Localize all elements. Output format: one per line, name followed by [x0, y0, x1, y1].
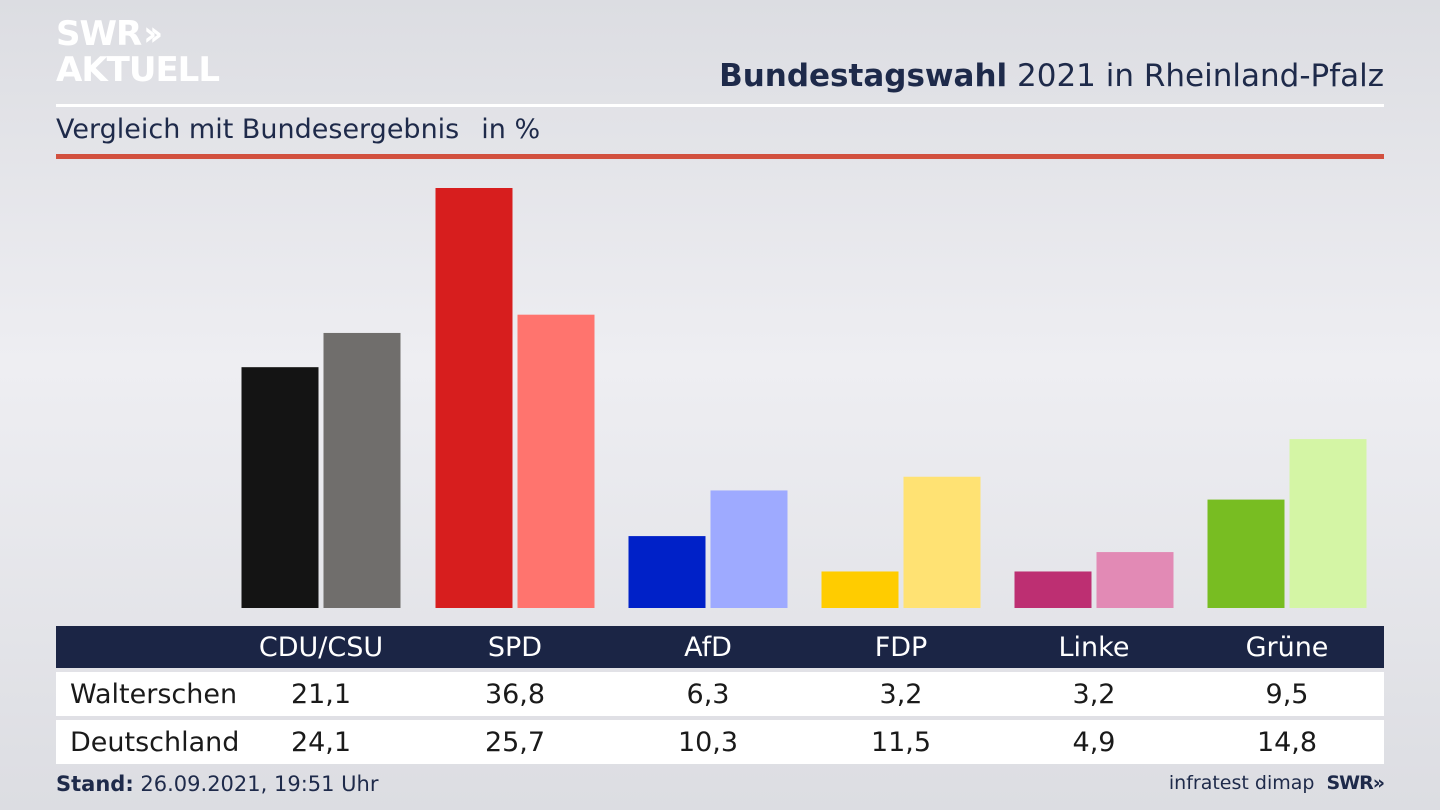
table-cell: 4,9 — [1072, 726, 1116, 758]
swr-footer-text: SWR — [1326, 772, 1373, 794]
timestamp: Stand: 26.09.2021, 19:51 Uhr — [56, 772, 379, 796]
subtitle-text: Vergleich mit Bundesergebnis — [56, 114, 460, 145]
bar-grüne-walterschen — [1207, 499, 1285, 608]
table-cell: 36,8 — [484, 678, 546, 710]
title-rest: 2021 in Rheinland-Pfalz — [1007, 58, 1384, 94]
table-cell: 21,1 — [290, 678, 352, 710]
table-cell: 10,3 — [677, 726, 739, 758]
bar-linke-deutschland — [1096, 552, 1174, 608]
column-header: AfD — [684, 631, 732, 663]
table-cell: 3,2 — [1072, 678, 1116, 710]
bar-afd-walterschen — [628, 536, 706, 608]
table-cell: 14,8 — [1256, 726, 1318, 758]
table-cell: 9,5 — [1265, 678, 1309, 710]
swr-aktuell-logo: SWR›› AKTUELL — [56, 14, 220, 90]
bar-spd-walterschen — [435, 188, 513, 608]
column-header: Grüne — [1245, 631, 1329, 663]
column-header: FDP — [874, 631, 928, 663]
results-table: CDU/CSU SPD AfD FDP Linke Grüne Walterschen 2… — [56, 626, 1384, 764]
row-label: Walterschen — [70, 678, 238, 710]
logo-swr-text: SWR — [56, 14, 142, 54]
column-header: SPD — [487, 631, 543, 663]
title-divider — [56, 104, 1384, 107]
bar-grüne-deutschland — [1289, 439, 1367, 608]
bar-spd-deutschland — [517, 314, 595, 608]
swr-footer-logo: SWR» — [1326, 772, 1385, 794]
bar-fdp-deutschland — [903, 476, 981, 608]
logo-aktuell-text: AKTUELL — [56, 50, 220, 90]
bar-cdu-csu-walterschen — [241, 367, 319, 608]
bar-linke-walterschen — [1014, 571, 1092, 608]
bar-afd-deutschland — [710, 490, 788, 608]
source-credit: infratest dimap SWR» — [1168, 772, 1385, 794]
table-cell: 24,1 — [290, 726, 352, 758]
table-cell: 25,7 — [484, 726, 546, 758]
table-cell: 3,2 — [879, 678, 923, 710]
stand-label: Stand: — [56, 772, 134, 796]
table-cell: 11,5 — [870, 726, 932, 758]
stand-value: 26.09.2021, 19:51 Uhr — [133, 772, 379, 796]
source-text: infratest dimap — [1168, 772, 1315, 794]
column-header: Linke — [1058, 631, 1130, 663]
bar-fdp-walterschen — [821, 571, 899, 608]
bar-cdu-csu-deutschland — [323, 332, 401, 608]
bar-chart — [241, 188, 1367, 608]
subtitle-divider — [56, 154, 1384, 159]
table-header-row: CDU/CSU SPD AfD FDP Linke Grüne — [56, 626, 1384, 668]
unit-label: in % — [481, 114, 541, 145]
table-row: Deutschland 24,1 25,7 10,3 11,5 4,9 14,8 — [56, 720, 1384, 764]
table-cell: 6,3 — [686, 678, 730, 710]
column-header: CDU/CSU — [258, 631, 384, 663]
title-bold: Bundestagswahl — [719, 58, 1008, 94]
subtitle: Vergleich mit Bundesergebnis in % — [56, 114, 540, 145]
row-label: Deutschland — [70, 726, 240, 758]
table-row: Walterschen 21,1 36,8 6,3 3,2 3,2 9,5 — [56, 672, 1384, 716]
page-title: Bundestagswahl 2021 in Rheinland-Pfalz — [719, 58, 1384, 94]
